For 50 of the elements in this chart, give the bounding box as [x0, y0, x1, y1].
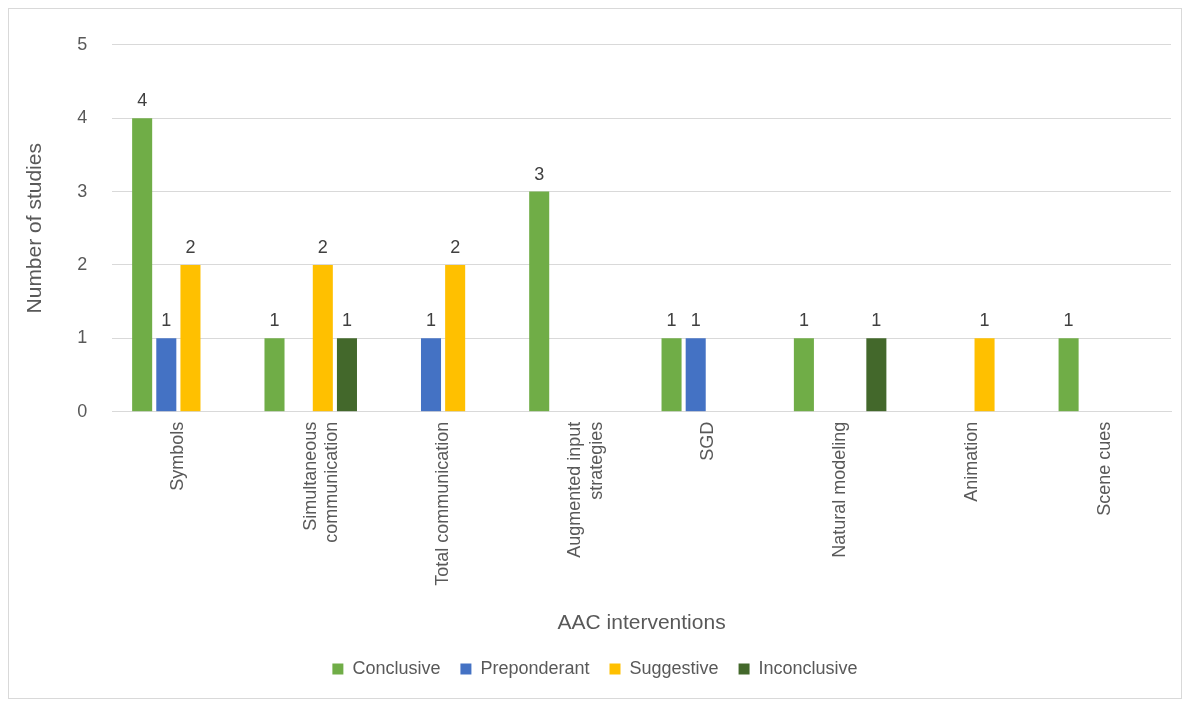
bar [685, 338, 706, 412]
bar [312, 264, 333, 412]
bar [793, 338, 814, 412]
data-label: 1 [1063, 310, 1074, 331]
data-label: 2 [185, 236, 196, 257]
data-label: 1 [269, 310, 280, 331]
x-tick-label: Animation [961, 421, 982, 502]
bar [132, 118, 153, 412]
x-tick-label: Natural modeling [829, 421, 850, 558]
legend-label: Suggestive [629, 657, 719, 678]
data-label: 1 [426, 310, 437, 331]
data-label: 1 [666, 310, 677, 331]
bar [156, 338, 177, 412]
x-tick-label: Scene cues [1093, 421, 1114, 516]
x-tick-label: SGD [696, 421, 717, 461]
bar [974, 338, 995, 412]
data-label: 1 [690, 310, 701, 331]
y-tick-label: 5 [77, 33, 88, 54]
data-label: 1 [161, 310, 172, 331]
bar [180, 264, 201, 412]
data-label: 1 [871, 310, 882, 331]
y-tick-label: 0 [77, 400, 88, 421]
bar [445, 264, 466, 412]
data-label: 4 [137, 90, 148, 111]
legend-label: Conclusive [352, 657, 441, 678]
x-tick-label: Simultaneous communication [299, 421, 342, 543]
data-label: 1 [979, 310, 990, 331]
y-tick-label: 3 [77, 180, 88, 201]
data-label: 2 [450, 236, 461, 257]
x-tick-label: Symbols [167, 421, 188, 491]
y-tick-label: 1 [77, 327, 88, 348]
data-label: 2 [317, 236, 328, 257]
bar [264, 338, 285, 412]
bar [661, 338, 682, 412]
bar [336, 338, 357, 412]
y-tick-label: 4 [77, 107, 88, 128]
x-tick-label: Total communication [432, 421, 453, 586]
bar [529, 191, 550, 412]
bar [866, 338, 887, 412]
y-tick-label: 2 [77, 253, 88, 274]
legend-label: Preponderant [480, 657, 590, 678]
bar [1058, 338, 1079, 412]
data-label: 3 [534, 163, 545, 184]
data-label: 1 [798, 310, 809, 331]
legend-label: Inconclusive [758, 657, 858, 678]
data-label: 1 [341, 310, 352, 331]
bar [420, 338, 442, 412]
x-axis-title: AAC interventions [557, 610, 726, 634]
x-tick-label: Augmented input strategies [564, 421, 606, 558]
y-axis-title: Number of studies [22, 143, 46, 314]
